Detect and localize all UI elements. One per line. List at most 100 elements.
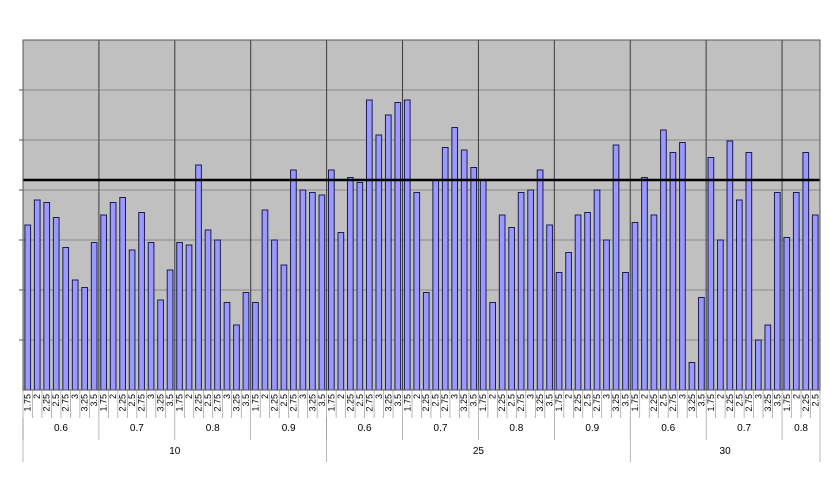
- x-tick-label: 2.5: [658, 394, 668, 407]
- bar: [736, 199, 743, 391]
- x-tick-label: 2.75: [364, 394, 374, 412]
- x-tick-label: 3.25: [763, 394, 773, 412]
- bar: [660, 129, 667, 391]
- bar: [252, 302, 259, 391]
- x-tick-label: 2: [412, 394, 422, 399]
- bar: [565, 252, 572, 391]
- bar: [90, 242, 98, 391]
- x-tick-label: 2.75: [288, 394, 298, 412]
- bar: [546, 224, 553, 391]
- bar: [328, 169, 335, 391]
- bar: [754, 339, 762, 391]
- bar: [43, 202, 51, 391]
- x-group-label: 0.6: [661, 423, 675, 434]
- bar: [176, 242, 183, 391]
- bar: [147, 242, 155, 391]
- bar: [52, 217, 60, 391]
- x-tick-label: 3: [146, 394, 156, 399]
- bar: [185, 244, 193, 391]
- bar: [460, 149, 468, 391]
- horizontal-gridlines: [19, 89, 820, 341]
- bar: [783, 237, 791, 391]
- x-group-label: 0.8: [206, 423, 220, 434]
- bar: [109, 202, 117, 391]
- x-group-label: 0.8: [509, 423, 523, 434]
- x-group-label: 0.9: [585, 423, 599, 434]
- bar: [555, 272, 563, 391]
- x-series-label: 10: [169, 446, 181, 457]
- x-group-label: 0.7: [434, 423, 448, 434]
- x-tick-label: 3.25: [535, 394, 545, 412]
- bar: [650, 214, 658, 391]
- x-tick-label: 3: [526, 394, 536, 399]
- x-tick-label: 1.75: [326, 394, 336, 412]
- bar: [81, 287, 89, 391]
- bar: [299, 189, 307, 391]
- bar: [271, 239, 278, 391]
- x-tick-label: 3.5: [772, 394, 782, 407]
- bar: [280, 264, 288, 391]
- bar: [773, 192, 781, 391]
- x-tick-label: 1.75: [402, 394, 412, 412]
- bar: [384, 114, 392, 391]
- x-tick-label: 3: [298, 394, 308, 399]
- x-tick-label: 3.5: [317, 394, 327, 407]
- x-tick-label: 2.5: [279, 394, 289, 407]
- x-tick-label: 1.75: [706, 394, 716, 412]
- x-tick-label: 2.75: [440, 394, 450, 412]
- bar: [233, 324, 240, 391]
- x-group-label: 0.9: [282, 423, 296, 434]
- bar: [119, 197, 126, 391]
- bar: [195, 164, 202, 391]
- bar: [261, 209, 269, 391]
- x-tick-label: 2.25: [573, 394, 583, 412]
- x-tick-label: 3: [70, 394, 80, 399]
- x-tick-label: 2.25: [725, 394, 735, 412]
- bar: [441, 147, 449, 391]
- x-tick-label: 2.5: [431, 394, 441, 407]
- bar: [603, 239, 610, 391]
- bar: [422, 292, 430, 391]
- bar: [204, 229, 212, 391]
- x-group-label: 0.6: [358, 423, 372, 434]
- x-tick-label: 2.75: [744, 394, 754, 412]
- bar: [707, 157, 715, 391]
- x-tick-label: 1.75: [630, 394, 640, 412]
- x-tick-label: 2: [639, 394, 649, 399]
- bar: [413, 192, 421, 391]
- x-tick-label: 2.5: [810, 394, 820, 407]
- bar: [717, 239, 724, 391]
- bar: [641, 177, 648, 391]
- x-tick-label: 2.75: [213, 394, 223, 412]
- x-tick-label: 2.5: [507, 394, 517, 407]
- x-tick-label: 3.5: [241, 394, 251, 407]
- x-tick-label: 2.25: [421, 394, 431, 412]
- bar: [688, 362, 696, 391]
- x-tick-label: 3.5: [545, 394, 555, 407]
- bar: [612, 144, 620, 391]
- x-tick-label: 3: [753, 394, 763, 399]
- x-tick-label: 2.75: [668, 394, 678, 412]
- x-group-label: 0.7: [130, 423, 144, 434]
- x-tick-label: 2.25: [269, 394, 279, 412]
- bar: [698, 297, 705, 391]
- x-tick-label: 3: [222, 394, 232, 399]
- x-tick-label: 3.25: [231, 394, 241, 412]
- x-tick-label: 1.75: [554, 394, 564, 412]
- x-tick-label: 1.75: [478, 394, 488, 412]
- x-tick-label: 2.5: [734, 394, 744, 407]
- bar: [517, 192, 525, 391]
- bar: [764, 324, 772, 391]
- x-tick-label: 1.75: [99, 394, 109, 412]
- x-tick-label: 2: [108, 394, 118, 399]
- bar: [214, 239, 221, 391]
- bar: [527, 189, 534, 391]
- bar: [470, 167, 478, 391]
- bar: [242, 292, 250, 391]
- x-axis: 1.75 2 2.25 2.5 2.75 3 3.25 3.5 1.75 2 2.25 2.5 2.75…: [22, 389, 821, 462]
- bar: [223, 302, 231, 391]
- x-tick-label: 2.25: [801, 394, 811, 412]
- x-tick-label: 2.5: [355, 394, 365, 407]
- bar: [584, 212, 591, 391]
